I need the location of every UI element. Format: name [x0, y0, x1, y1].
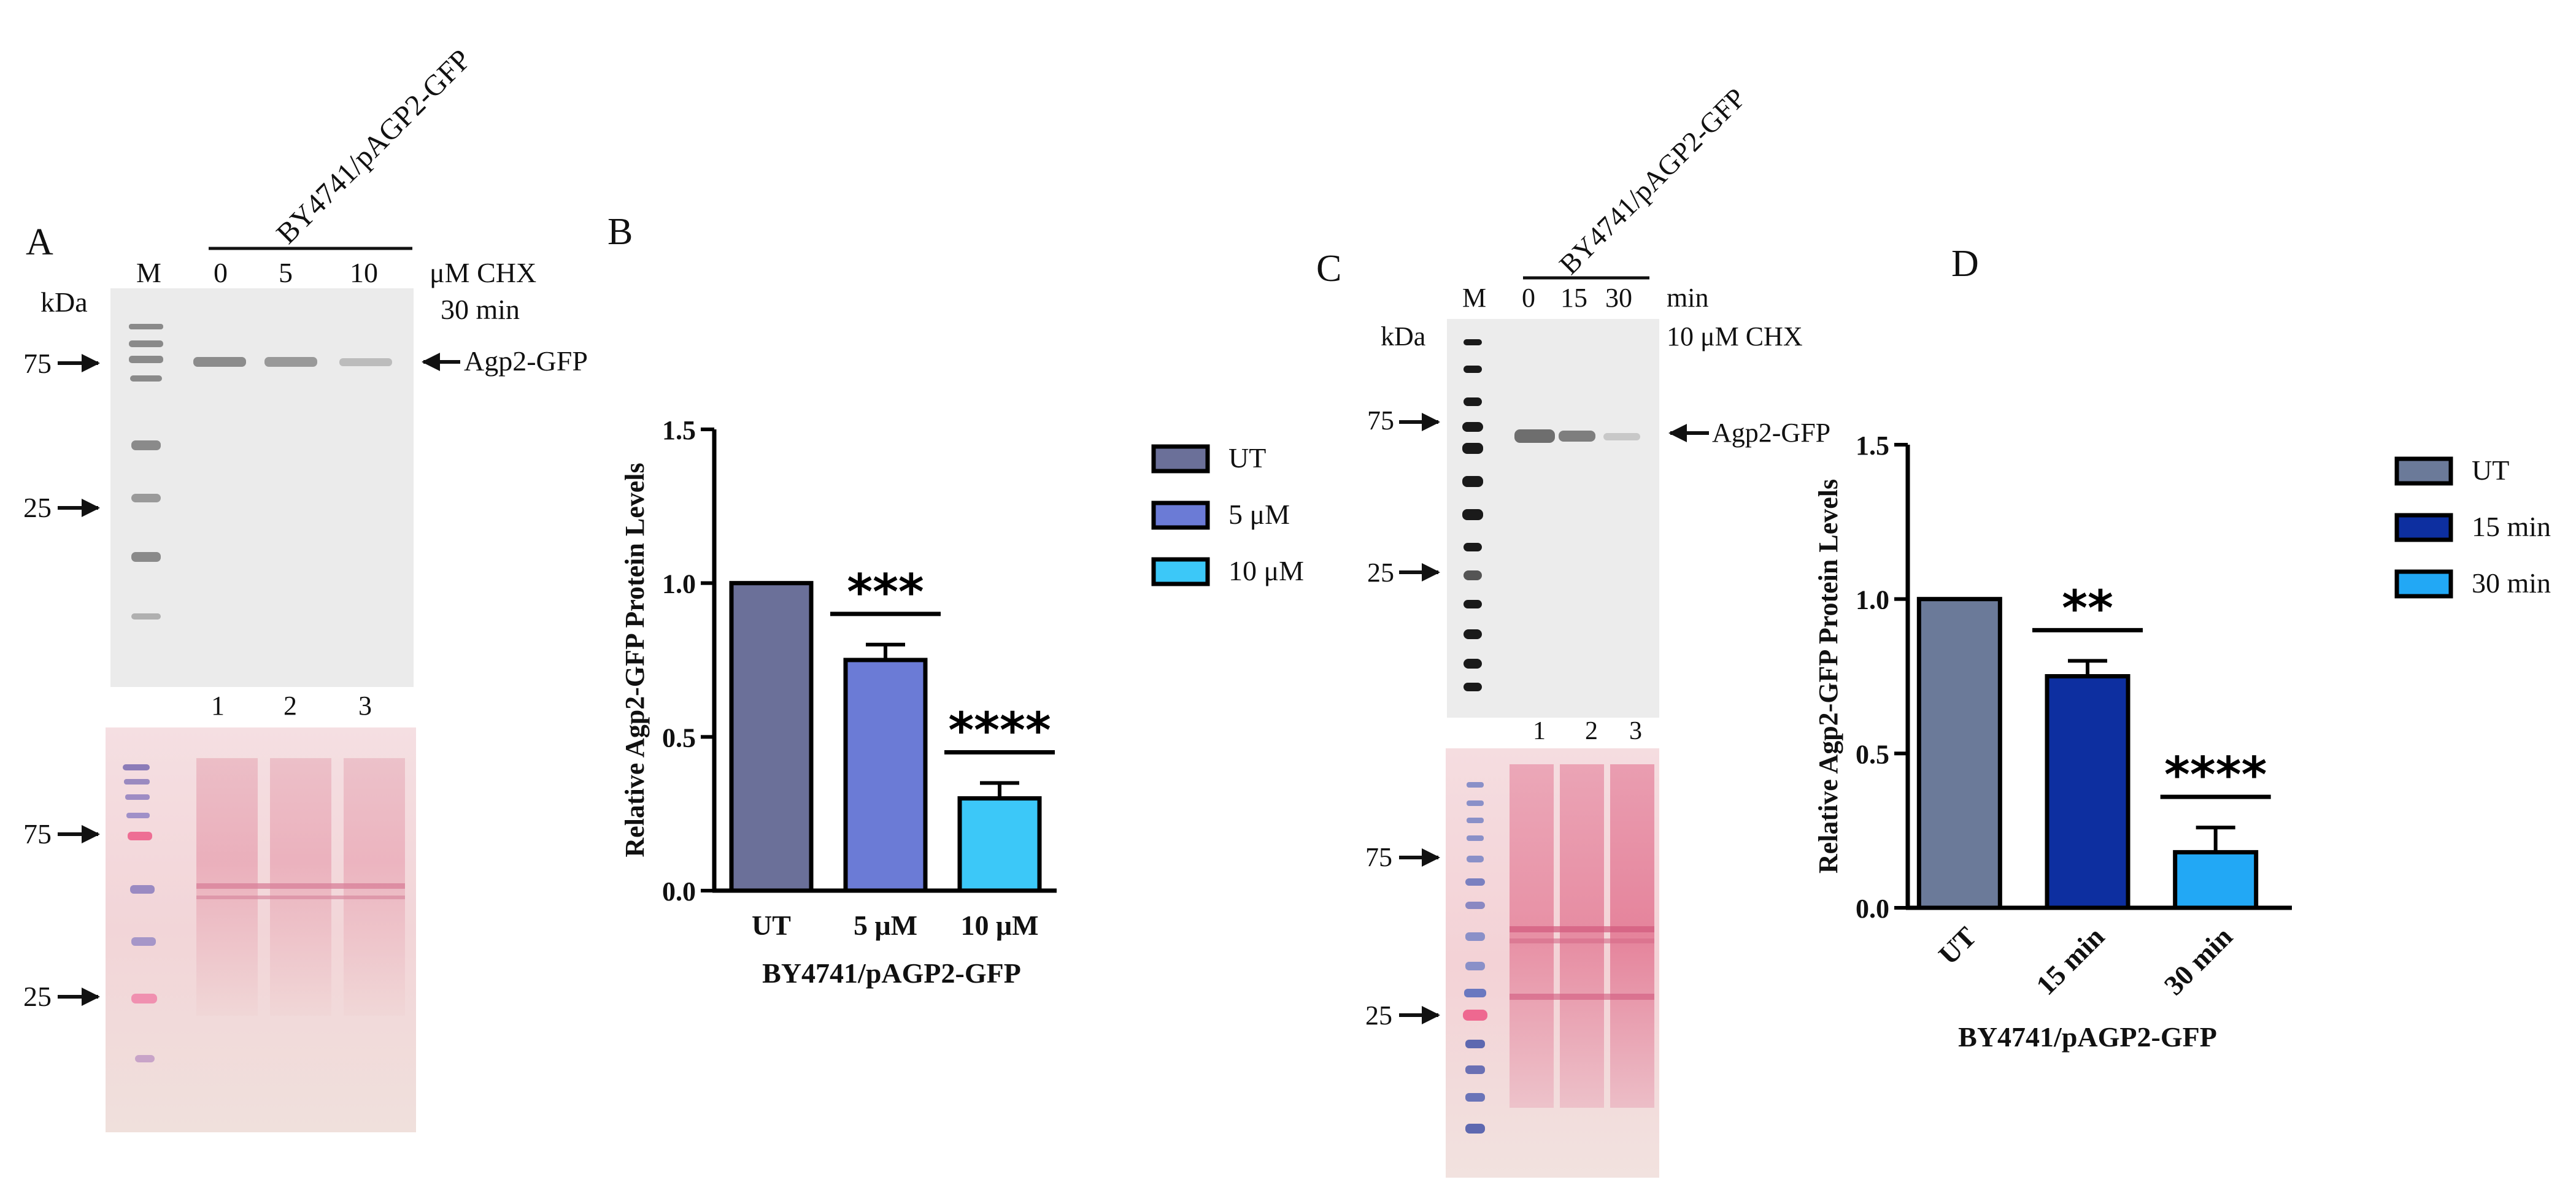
panel-a-lane-3: 3 [358, 691, 372, 721]
panel-a-unit-label: μM CHX [430, 257, 536, 288]
panel-a-conc-0: 0 [214, 257, 228, 288]
panel-c-kda: kDa [1381, 321, 1425, 351]
chart-b-bar-3 [957, 796, 1042, 893]
chart-b-legend-label-3: 10 μM [1228, 555, 1304, 586]
panel-c-ponceau-ladder [1463, 782, 1487, 1134]
chart-d-y-tick-label: 1.5 [1856, 431, 1889, 461]
panel-b: B 0.0 0.5 1.0 1.5 Relative Agp2-GFP Protein … [607, 211, 1304, 989]
chart-d-legend-swatch-2 [2394, 513, 2453, 542]
chart-b-x-tick-label-3: 10 μM [961, 910, 1039, 941]
chart-d-legend-label-2: 15 min [2472, 511, 2551, 542]
panel-a-marker-ladder [129, 324, 163, 620]
panel-a-lane-1: 1 [211, 691, 225, 721]
chart-b-x-axis-label: BY4741/pAGP2-GFP [762, 957, 1021, 989]
panel-c-cond-label: 10 μM CHX [1667, 321, 1803, 351]
panel-d: D 0.0 0.5 1.0 1.5 Relative Agp2-GFP Protein … [1813, 243, 2551, 1053]
chart-d-legend-label-1: UT [2472, 455, 2509, 486]
chart-b-legend-label-1: UT [1228, 442, 1266, 474]
panel-a-band-lane-1 [193, 357, 246, 367]
panel-c-mw-75: 75 [1367, 405, 1394, 436]
chart-d-legend-swatch-3 [2394, 569, 2453, 599]
chart-b-legend-label-2: 5 μM [1228, 499, 1290, 530]
chart-d-legend-swatch-1 [2394, 456, 2453, 486]
chart-d-y-tick-label: 0.0 [1856, 894, 1889, 924]
panel-a-band-lane-2 [264, 357, 317, 367]
panel-a-western-blot [110, 288, 414, 687]
panel-c-ponceau-mw-75: 75 [1365, 842, 1392, 872]
chart-d-x-tick-label-3: 30 min [2158, 921, 2239, 1001]
panel-c-western-blot [1447, 319, 1659, 718]
chart-b: 0.0 0.5 1.0 1.5 Relative Agp2-GFP Protein Le… [620, 415, 1304, 989]
chart-d-x-axis-label: BY4741/pAGP2-GFP [1958, 1021, 2217, 1053]
panel-a-agp2-bands [193, 357, 392, 367]
panel-c-lane-1: 1 [1533, 717, 1546, 745]
panel-c-band-lane-3 [1603, 433, 1640, 440]
chart-b-bar-1 [729, 581, 814, 893]
chart-b-legend-swatch-2 [1151, 501, 1210, 530]
panel-a: A BY4741/pAGP2-GFP M 0 5 10 μM CHX 30 mi… [23, 43, 588, 1132]
panel-a-kda: kDa [40, 286, 88, 318]
panel-c-band-lane-1 [1514, 429, 1555, 443]
panel-a-band-lane-3 [339, 358, 392, 366]
panel-a-ponceau-mw-25: 25 [23, 981, 52, 1012]
chart-b-bar-2 [843, 658, 928, 893]
panel-a-time-label: 30 min [441, 294, 520, 325]
panel-c-marker-ladder [1462, 339, 1483, 691]
chart-b-legend-swatch-1 [1151, 444, 1210, 474]
panel-a-ponceau-mw-75: 75 [23, 818, 52, 850]
panel-c-unit-label: min [1667, 283, 1708, 313]
panel-c-marker-lane: M [1462, 283, 1486, 313]
panel-c-time-0: 0 [1522, 283, 1535, 313]
chart-b-sig-label-2: *** [847, 564, 924, 621]
panel-c-time-2: 30 [1605, 283, 1632, 313]
panel-c-time-1: 15 [1560, 283, 1587, 313]
chart-d: 0.0 0.5 1.0 1.5 Relative Agp2-GFP Protein Le… [1813, 431, 2551, 1053]
panel-c-ponceau-mw-25: 25 [1365, 1000, 1392, 1030]
chart-d-x-tick-label-1: UT [1932, 921, 1982, 970]
panel-a-marker-lane: M [136, 257, 161, 288]
chart-d-legend-label-3: 30 min [2472, 567, 2551, 599]
panel-c-band-label: Agp2-GFP [1712, 418, 1830, 448]
panel-letter-b: B [607, 211, 633, 253]
chart-d-y-axis-label: Relative Agp2-GFP Protein Levels [1813, 479, 1843, 873]
panel-letter-a: A [26, 221, 53, 263]
panel-a-conc-1: 5 [279, 257, 293, 288]
chart-b-legend-swatch-3 [1151, 557, 1210, 586]
chart-d-bar-3 [2173, 850, 2259, 910]
panel-a-ponceau-ladder [123, 764, 157, 1062]
panel-a-mw-75: 75 [23, 348, 52, 379]
panel-c-agp2-bands [1514, 429, 1640, 443]
panel-a-ponceau-lanes [196, 758, 405, 1016]
panel-a-lane-2: 2 [283, 691, 297, 721]
chart-d-bar-2 [2045, 674, 2131, 910]
panel-a-conc-2: 10 [350, 257, 378, 288]
chart-d-sig-label-3: **** [2164, 746, 2267, 804]
panel-a-strain-label: BY4741/pAGP2-GFP [270, 43, 477, 250]
panel-c-lane-2: 2 [1585, 717, 1598, 745]
panel-c-strain-label: BY4741/pAGP2-GFP [1553, 82, 1751, 280]
panel-a-band-label: Agp2-GFP [464, 345, 588, 377]
chart-b-y-axis-label: Relative Agp2-GFP Protein Levels [620, 462, 650, 857]
chart-b-y-tick-label: 1.5 [662, 415, 696, 445]
chart-b-y-tick-label: 0.5 [662, 723, 696, 753]
panel-letter-d: D [1951, 243, 1979, 285]
chart-d-x-tick-label-2: 15 min [2030, 921, 2110, 1001]
panel-c-lane-3: 3 [1629, 717, 1642, 745]
panel-c: C BY4741/pAGP2-GFP M 0 15 30 min 10 μM C… [1316, 82, 1830, 1178]
chart-d-y-tick-label: 1.0 [1856, 585, 1889, 615]
chart-d-sig-label-2: ** [2062, 580, 2113, 637]
chart-b-x-tick-label-1: UT [752, 910, 791, 941]
chart-b-x-tick-label-2: 5 μM [854, 910, 917, 941]
chart-b-y-tick-label: 1.0 [662, 569, 696, 599]
panel-c-ponceau-lanes [1510, 764, 1654, 1108]
chart-d-bar-1 [1916, 597, 2002, 910]
chart-d-y-tick-label: 0.5 [1856, 739, 1889, 769]
chart-b-sig-label-3: **** [948, 702, 1051, 759]
panel-c-mw-25: 25 [1367, 558, 1394, 588]
panel-a-mw-25: 25 [23, 492, 52, 523]
panel-c-band-lane-2 [1559, 431, 1595, 442]
chart-b-y-tick-label: 0.0 [662, 877, 696, 907]
panel-letter-c: C [1316, 248, 1341, 290]
